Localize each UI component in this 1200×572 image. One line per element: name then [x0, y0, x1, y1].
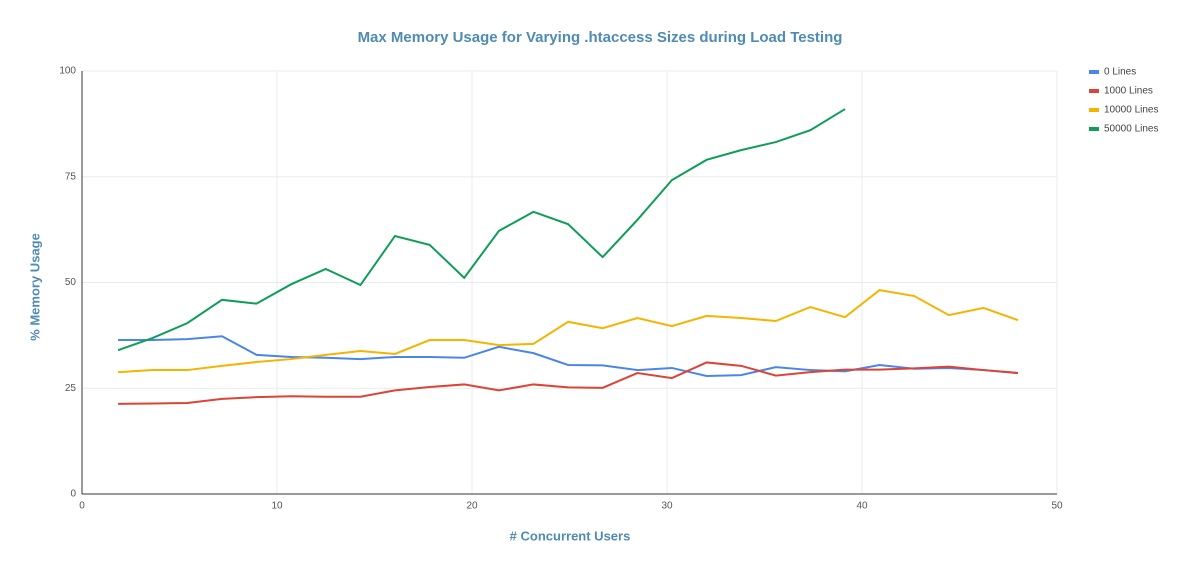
legend-swatch — [1089, 127, 1099, 131]
series-line — [117, 108, 846, 352]
series-line — [118, 335, 1019, 377]
y-tick-label: 75 — [65, 171, 77, 182]
y-tick-label: 25 — [65, 383, 77, 394]
y-tick-label: 100 — [59, 66, 76, 77]
x-tick-label: 10 — [271, 501, 283, 512]
x-tick-label: 50 — [1051, 501, 1063, 512]
x-tick-label: 0 — [79, 501, 85, 512]
x-tick-label: 30 — [661, 501, 673, 512]
series-line — [118, 289, 1019, 374]
y-tick-label: 50 — [65, 277, 77, 288]
x-axis-title: # Concurrent Users — [510, 528, 631, 543]
x-tick-label: 40 — [856, 501, 868, 512]
legend-swatch — [1089, 89, 1099, 93]
series-line — [118, 361, 1019, 405]
legend-swatch — [1089, 70, 1099, 74]
legend-swatch — [1089, 108, 1099, 112]
x-tick-label: 20 — [466, 501, 478, 512]
legend-label: 1000 Lines — [1104, 86, 1153, 97]
legend-label: 10000 Lines — [1104, 105, 1159, 116]
legend-label: 50000 Lines — [1104, 124, 1159, 135]
y-tick-label: 0 — [70, 489, 76, 500]
y-axis-title: % Memory Usage — [27, 233, 42, 341]
chart-title: Max Memory Usage for Varying .htaccess S… — [358, 29, 843, 46]
legend-label: 0 Lines — [1104, 67, 1136, 78]
